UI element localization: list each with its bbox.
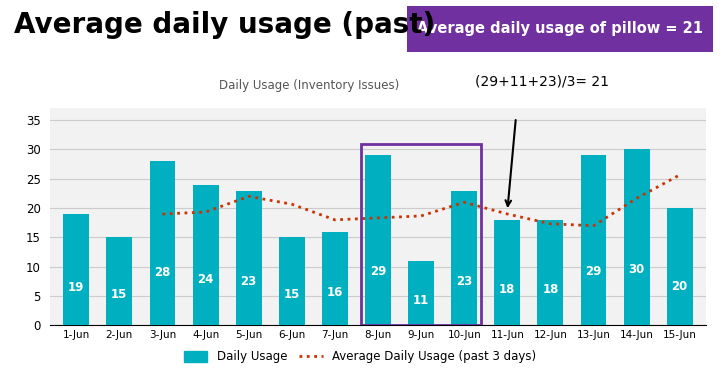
Bar: [667, 208, 693, 325]
Text: 24: 24: [197, 273, 214, 286]
Text: 30: 30: [629, 263, 644, 276]
Bar: [63, 214, 89, 325]
Text: Daily Usage (Inventory Issues): Daily Usage (Inventory Issues): [220, 79, 400, 92]
Bar: [365, 155, 391, 325]
Text: 11: 11: [413, 294, 429, 307]
Text: 19: 19: [68, 281, 84, 294]
Text: 20: 20: [672, 279, 688, 292]
Bar: [408, 261, 434, 325]
Bar: [107, 237, 132, 325]
Text: 15: 15: [111, 288, 127, 301]
Bar: [279, 237, 305, 325]
Text: 28: 28: [154, 266, 171, 279]
Text: Average daily usage of pillow = 21: Average daily usage of pillow = 21: [417, 21, 703, 37]
Text: 16: 16: [327, 286, 343, 299]
Bar: [322, 232, 348, 325]
Text: 29: 29: [370, 265, 386, 278]
Text: 29: 29: [585, 265, 602, 278]
Bar: [235, 190, 261, 325]
Text: 18: 18: [542, 283, 559, 296]
Bar: [495, 220, 521, 325]
Text: 23: 23: [456, 275, 472, 288]
Bar: [361, 144, 482, 325]
Bar: [193, 185, 218, 325]
Text: 15: 15: [284, 288, 300, 301]
Bar: [580, 155, 606, 325]
Legend: Daily Usage, Average Daily Usage (past 3 days): Daily Usage, Average Daily Usage (past 3…: [179, 346, 541, 368]
Bar: [150, 161, 176, 325]
Bar: [538, 220, 563, 325]
Text: 23: 23: [240, 275, 257, 288]
Bar: [451, 190, 477, 325]
Text: 18: 18: [499, 283, 516, 296]
Bar: [624, 150, 649, 325]
Text: (29+11+23)/3= 21: (29+11+23)/3= 21: [475, 75, 609, 89]
Text: Average daily usage (past): Average daily usage (past): [14, 11, 436, 39]
